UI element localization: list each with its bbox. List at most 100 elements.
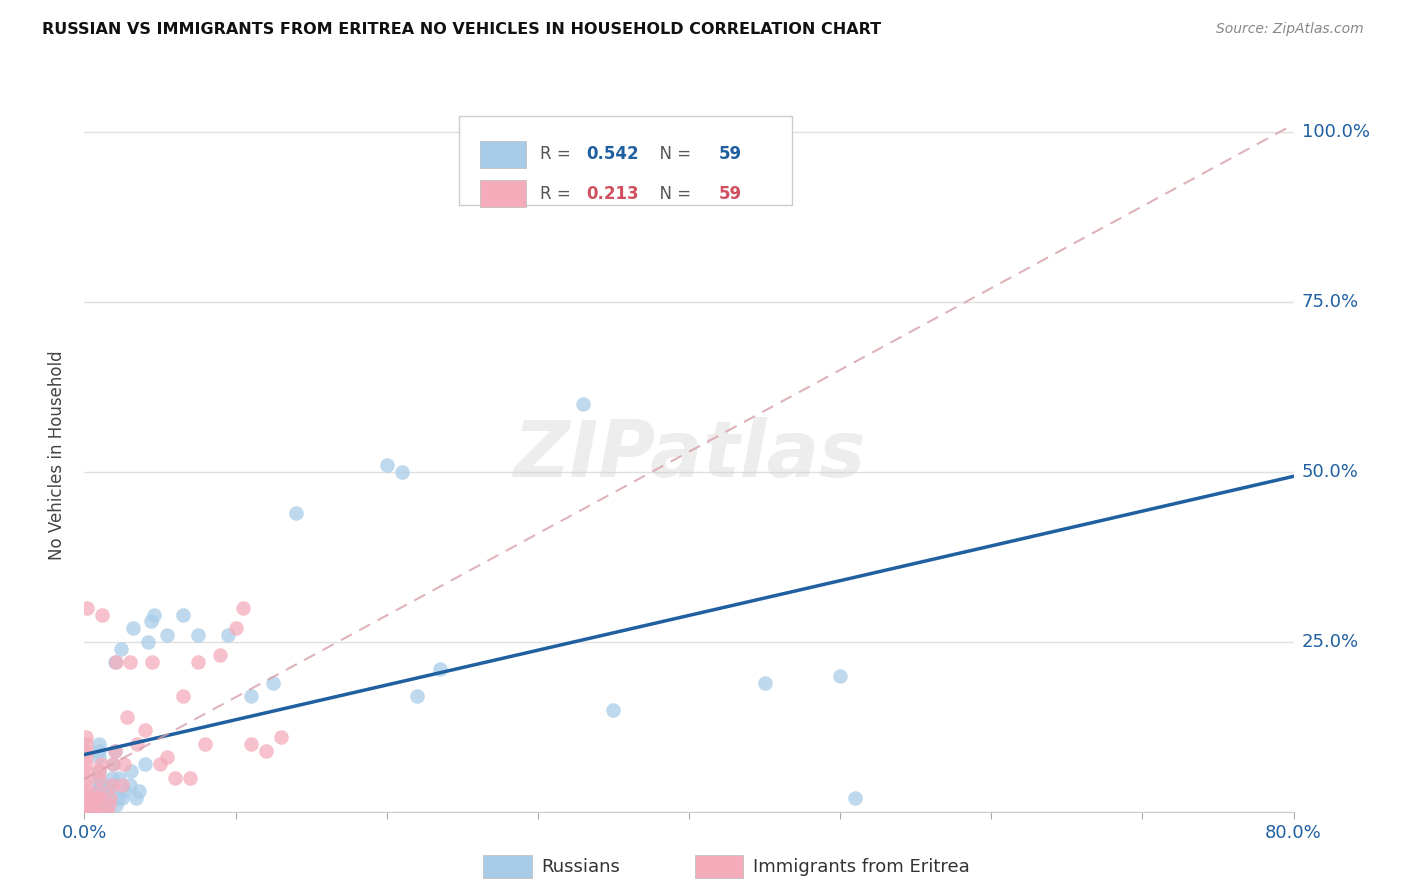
- Point: [75, 743, 97, 757]
- Point: [572, 397, 595, 411]
- Point: [75, 764, 97, 778]
- Text: N =: N =: [650, 185, 696, 202]
- Point: [429, 662, 451, 676]
- Point: [844, 791, 866, 805]
- Point: [89, 743, 111, 757]
- Point: [125, 791, 148, 805]
- Point: [97, 797, 120, 812]
- Point: [112, 784, 135, 798]
- Point: [75, 778, 97, 792]
- Point: [156, 628, 179, 642]
- Point: [75, 791, 97, 805]
- Point: [107, 791, 129, 805]
- Text: Russians: Russians: [541, 858, 620, 876]
- Text: Immigrants from Eritrea: Immigrants from Eritrea: [754, 858, 970, 876]
- Point: [111, 778, 134, 792]
- Point: [100, 771, 122, 785]
- Point: [141, 655, 163, 669]
- Point: [75, 771, 97, 785]
- Point: [111, 791, 134, 805]
- Point: [75, 805, 97, 819]
- Point: [156, 750, 179, 764]
- Text: 100.0%: 100.0%: [1302, 123, 1369, 141]
- Point: [89, 784, 111, 798]
- Point: [77, 791, 100, 805]
- Point: [82, 805, 104, 819]
- Point: [217, 628, 239, 642]
- Point: [172, 607, 194, 622]
- Point: [179, 771, 201, 785]
- Point: [172, 689, 194, 703]
- Point: [75, 730, 97, 744]
- Point: [104, 655, 127, 669]
- FancyBboxPatch shape: [479, 141, 526, 168]
- Point: [120, 764, 142, 778]
- Point: [89, 764, 111, 778]
- Text: 59: 59: [720, 145, 742, 163]
- Point: [602, 703, 624, 717]
- Point: [75, 805, 97, 819]
- Point: [87, 784, 110, 798]
- Point: [232, 600, 254, 615]
- Text: R =: R =: [540, 145, 576, 163]
- Text: R =: R =: [540, 185, 576, 202]
- Point: [96, 791, 118, 805]
- Point: [118, 655, 141, 669]
- Point: [86, 788, 108, 802]
- Point: [75, 805, 97, 819]
- Point: [89, 771, 111, 785]
- Point: [75, 797, 97, 812]
- Point: [209, 648, 232, 663]
- Point: [89, 750, 111, 764]
- Text: 0.542: 0.542: [586, 145, 638, 163]
- FancyBboxPatch shape: [460, 116, 792, 205]
- Point: [406, 689, 429, 703]
- Point: [98, 778, 121, 792]
- Point: [101, 757, 124, 772]
- FancyBboxPatch shape: [484, 855, 531, 878]
- Point: [262, 675, 284, 690]
- Point: [98, 791, 121, 805]
- Point: [127, 737, 149, 751]
- Point: [104, 743, 127, 757]
- Point: [75, 805, 97, 819]
- Text: RUSSIAN VS IMMIGRANTS FROM ERITREA NO VEHICLES IN HOUSEHOLD CORRELATION CHART: RUSSIAN VS IMMIGRANTS FROM ERITREA NO VE…: [42, 22, 882, 37]
- Point: [89, 771, 111, 785]
- Point: [87, 791, 110, 805]
- Point: [80, 805, 103, 819]
- Point: [100, 778, 122, 792]
- Point: [91, 607, 114, 622]
- Text: 50.0%: 50.0%: [1302, 463, 1358, 481]
- Point: [149, 757, 172, 772]
- Point: [134, 723, 156, 738]
- Point: [225, 621, 247, 635]
- Point: [86, 791, 108, 805]
- Point: [163, 771, 186, 785]
- Y-axis label: No Vehicles in Household: No Vehicles in Household: [48, 350, 66, 560]
- Point: [84, 797, 107, 812]
- Point: [80, 805, 103, 819]
- Point: [187, 655, 209, 669]
- FancyBboxPatch shape: [695, 855, 744, 878]
- Point: [136, 635, 159, 649]
- Point: [89, 778, 111, 792]
- FancyBboxPatch shape: [479, 180, 526, 207]
- Point: [128, 784, 150, 798]
- Text: N =: N =: [650, 145, 696, 163]
- Point: [96, 797, 118, 812]
- Point: [84, 805, 107, 819]
- Point: [830, 669, 852, 683]
- Point: [87, 784, 110, 798]
- Point: [97, 784, 120, 798]
- Point: [239, 737, 262, 751]
- Point: [121, 621, 143, 635]
- Point: [239, 689, 262, 703]
- Point: [75, 737, 97, 751]
- Text: 75.0%: 75.0%: [1302, 293, 1360, 311]
- Point: [75, 750, 97, 764]
- Point: [142, 607, 165, 622]
- Point: [284, 506, 308, 520]
- Point: [754, 675, 776, 690]
- Point: [96, 805, 118, 819]
- Point: [86, 791, 108, 805]
